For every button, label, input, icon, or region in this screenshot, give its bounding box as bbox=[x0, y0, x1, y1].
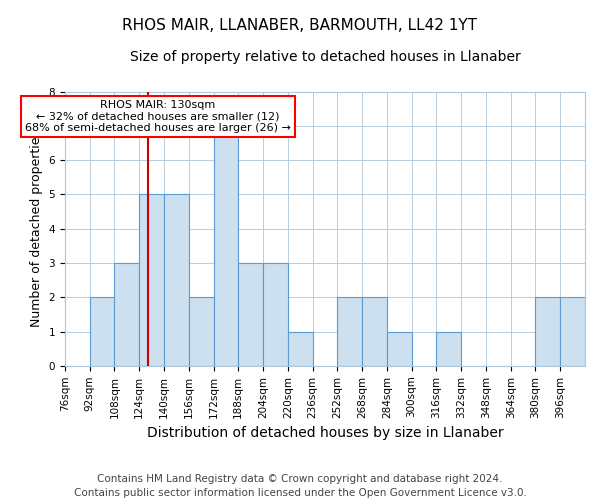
X-axis label: Distribution of detached houses by size in Llanaber: Distribution of detached houses by size … bbox=[146, 426, 503, 440]
Bar bbox=[535, 298, 560, 366]
Y-axis label: Number of detached properties: Number of detached properties bbox=[30, 130, 43, 327]
Bar bbox=[560, 298, 585, 366]
Bar bbox=[337, 298, 362, 366]
Bar bbox=[89, 298, 115, 366]
Bar bbox=[238, 263, 263, 366]
Bar bbox=[436, 332, 461, 366]
Text: Contains HM Land Registry data © Crown copyright and database right 2024.
Contai: Contains HM Land Registry data © Crown c… bbox=[74, 474, 526, 498]
Bar bbox=[387, 332, 412, 366]
Text: RHOS MAIR: 130sqm
← 32% of detached houses are smaller (12)
68% of semi-detached: RHOS MAIR: 130sqm ← 32% of detached hous… bbox=[25, 100, 291, 134]
Bar bbox=[164, 194, 189, 366]
Bar bbox=[214, 126, 238, 366]
Bar bbox=[263, 263, 288, 366]
Bar bbox=[189, 298, 214, 366]
Title: Size of property relative to detached houses in Llanaber: Size of property relative to detached ho… bbox=[130, 50, 520, 64]
Bar bbox=[139, 194, 164, 366]
Bar bbox=[362, 298, 387, 366]
Bar bbox=[288, 332, 313, 366]
Bar bbox=[115, 263, 139, 366]
Text: RHOS MAIR, LLANABER, BARMOUTH, LL42 1YT: RHOS MAIR, LLANABER, BARMOUTH, LL42 1YT bbox=[122, 18, 478, 32]
